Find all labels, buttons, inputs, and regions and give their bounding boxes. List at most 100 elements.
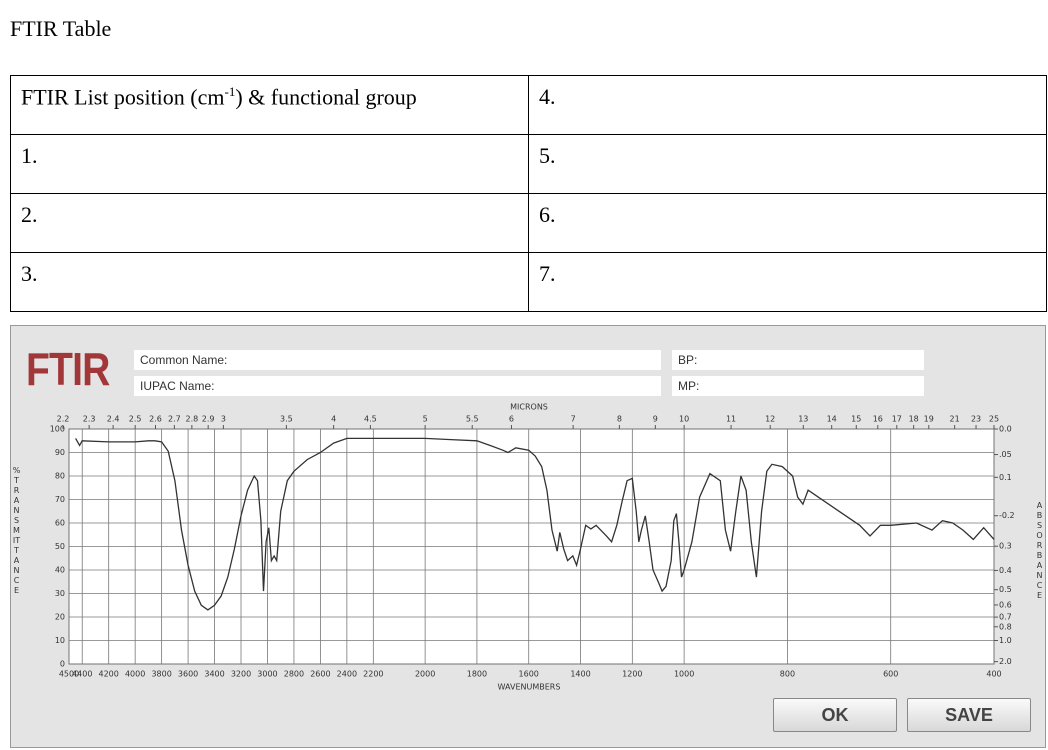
- y-tick-label: 40: [55, 566, 65, 575]
- ftir-panel: FTIR Common Name: IUPAC Name: BP: MP: MI…: [10, 325, 1046, 748]
- x-label: WAVENUMBERS: [498, 683, 561, 692]
- x-tick-label: 4400: [72, 670, 92, 679]
- iupac-name-field[interactable]: IUPAC Name:: [134, 376, 661, 396]
- y2-tick-label: 0.7: [999, 613, 1012, 622]
- y2-tick-label: 0.4: [999, 566, 1012, 575]
- cell: 7.: [528, 252, 1047, 312]
- top-tick-label: 18: [909, 415, 919, 424]
- x-tick-label: 3200: [231, 670, 251, 679]
- row: 2. 6.: [10, 193, 1047, 253]
- x-tick-label: 3800: [151, 670, 171, 679]
- row: FTIR List position (cm-1) & functional g…: [10, 75, 1047, 135]
- top-tick-label: 6: [509, 415, 514, 424]
- x-tick-label: 2400: [337, 670, 357, 679]
- x-tick-label: 2600: [310, 670, 330, 679]
- save-button[interactable]: SAVE: [907, 698, 1031, 732]
- top-tick-label: 25: [989, 415, 999, 424]
- y-tick-label: 0: [60, 660, 65, 669]
- x-tick-label: 3600: [178, 670, 198, 679]
- y2-tick-label: 0.3: [999, 542, 1012, 551]
- top-tick-label: 19: [924, 415, 934, 424]
- x-tick-label: 1200: [622, 670, 642, 679]
- y-tick-label: 80: [55, 472, 65, 481]
- top-tick-label: 2.7: [168, 415, 181, 424]
- top-tick-label: 9: [653, 415, 658, 424]
- bp-field[interactable]: BP:: [672, 350, 924, 370]
- top-tick-label: 3.5: [280, 415, 293, 424]
- logo: FTIR: [26, 343, 110, 395]
- x-tick-label: 2800: [284, 670, 304, 679]
- y-tick-label: 100: [50, 425, 65, 434]
- cell: 4.: [528, 75, 1047, 135]
- top-tick-label: 12: [765, 415, 775, 424]
- top-tick-label: 2.2: [57, 415, 70, 424]
- top-tick-label: 5.5: [466, 415, 479, 424]
- y-tick-label: 30: [55, 589, 65, 598]
- y2-tick-label: 2.0: [999, 657, 1012, 666]
- top-tick-label: 21: [950, 415, 960, 424]
- y-tick-label: 70: [55, 495, 65, 504]
- cell: 2.: [10, 193, 529, 253]
- ok-button[interactable]: OK: [773, 698, 897, 732]
- top-tick-label: 10: [679, 415, 689, 424]
- cell-text: ) & functional group: [235, 84, 417, 110]
- top-tick-label: 2.5: [129, 415, 142, 424]
- x-tick-label: 2000: [415, 670, 435, 679]
- x-tick-label: 400: [986, 670, 1001, 679]
- top-tick-label: 2.3: [83, 415, 96, 424]
- title: FTIR Table: [10, 16, 112, 41]
- top-tick-label: 15: [851, 415, 861, 424]
- top-tick-label: 2.6: [149, 415, 162, 424]
- y-tick-label: 50: [55, 542, 65, 551]
- y-label: % TRANSMITTANCE: [12, 466, 21, 595]
- ftir-table: FTIR List position (cm-1) & functional g…: [10, 75, 1047, 312]
- y2-tick-label: -0.2: [999, 511, 1015, 520]
- cell: 6.: [528, 193, 1047, 253]
- cell: FTIR List position (cm-1) & functional g…: [10, 75, 529, 135]
- superscript: -1: [224, 84, 236, 99]
- x-tick-label: 3000: [257, 670, 277, 679]
- y2-tick-label: .05: [999, 450, 1012, 459]
- x-tick-label: 1800: [467, 670, 487, 679]
- top-tick-label: 3: [221, 415, 226, 424]
- top-tick-label: 13: [798, 415, 808, 424]
- y2-tick-label: 1.0: [999, 636, 1012, 645]
- x-label-top: MICRONS: [510, 403, 548, 412]
- y-tick-label: 10: [55, 636, 65, 645]
- cell: 5.: [528, 134, 1047, 194]
- x-tick-label: 3400: [204, 670, 224, 679]
- y2-label: ABSORBANCE: [1036, 501, 1043, 600]
- top-tick-label: 23: [971, 415, 981, 424]
- chart: MICRONS WAVENUMBERS 0 10 20 30 40 50 60 70 80 90 1…: [50, 403, 1015, 692]
- x-tick-label: 4200: [99, 670, 119, 679]
- y2-tick-label: 0.6: [999, 600, 1012, 609]
- top-tick-label: 8: [617, 415, 622, 424]
- x-tick-label: 1400: [570, 670, 590, 679]
- row: 1. 5.: [10, 134, 1047, 194]
- top-tick-label: 16: [873, 415, 883, 424]
- top-tick-label: 4.5: [364, 415, 377, 424]
- x-tick-label: 4500: [59, 670, 79, 679]
- x-tick-label: 1000: [674, 670, 694, 679]
- x-tick-label: 2200: [363, 670, 383, 679]
- row: 3. 7.: [10, 252, 1047, 312]
- y-tick-label: 20: [55, 613, 65, 622]
- top-tick-label: 17: [892, 415, 902, 424]
- top-tick-label: 2.9: [202, 415, 215, 424]
- mp-field[interactable]: MP:: [672, 376, 924, 396]
- y2-tick-label: 0.0: [999, 425, 1012, 434]
- spectrum-line: [75, 437, 995, 611]
- y-tick-label: 90: [55, 448, 65, 457]
- cell: 1.: [10, 134, 529, 194]
- top-tick-label: 14: [827, 415, 837, 424]
- top-tick-label: 7: [571, 415, 576, 424]
- common-name-field[interactable]: Common Name:: [134, 350, 661, 370]
- y2-tick-label: 0.8: [999, 622, 1012, 631]
- top-tick-label: 11: [726, 415, 736, 424]
- x-tick-label: 4000: [125, 670, 145, 679]
- cell-text: FTIR List position (cm: [21, 84, 225, 110]
- x-tick-label: 600: [883, 670, 898, 679]
- x-tick-label: 800: [780, 670, 795, 679]
- cell: 3.: [10, 252, 529, 312]
